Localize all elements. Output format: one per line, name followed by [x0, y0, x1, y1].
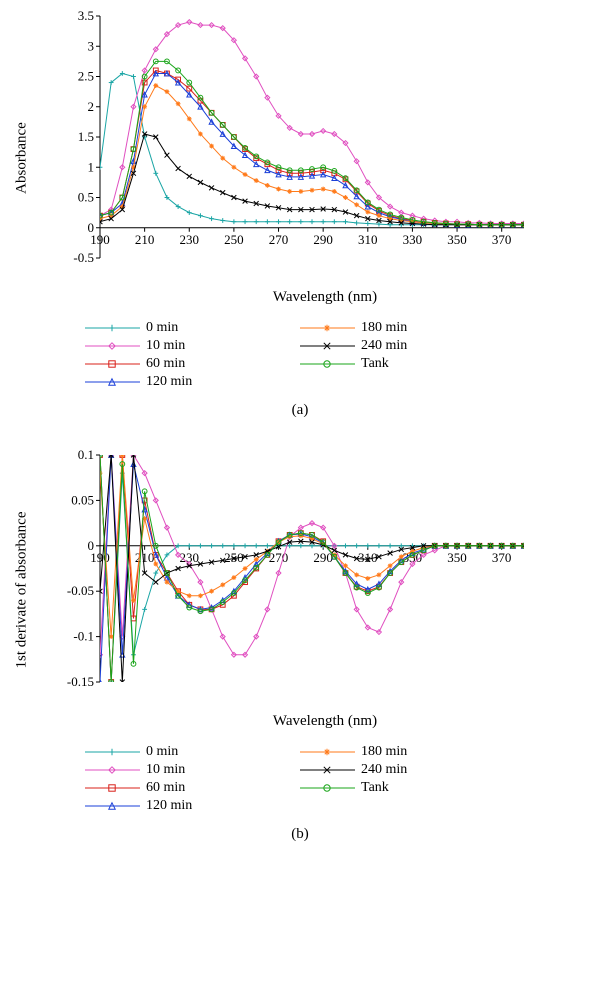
- svg-text:350: 350: [447, 550, 467, 565]
- chart-a-ylabel: Absorbance: [14, 122, 31, 194]
- chart-a-wrap: Absorbance 19021023025027029031033035037…: [60, 10, 590, 306]
- legend-item: 60 min: [85, 780, 300, 796]
- svg-text:290: 290: [313, 232, 333, 247]
- legend-item: 120 min: [85, 798, 300, 814]
- legend-label: 180 min: [361, 320, 407, 336]
- chart-a-canvas: 190210230250270290310330350370-0.500.511…: [60, 10, 590, 285]
- svg-text:-0.05: -0.05: [67, 583, 94, 598]
- legend-label: 60 min: [146, 356, 185, 372]
- svg-text:1: 1: [88, 159, 95, 174]
- chart-b-xlabel: Wavelength (nm): [60, 713, 590, 730]
- legend-item: 10 min: [85, 338, 300, 354]
- legend-item: 60 min: [85, 356, 300, 372]
- legend-item: 240 min: [300, 338, 515, 354]
- legend-item: 180 min: [300, 744, 515, 760]
- svg-text:1.5: 1.5: [78, 129, 94, 144]
- svg-text:3: 3: [88, 38, 95, 53]
- svg-text:0.1: 0.1: [78, 449, 94, 462]
- svg-text:330: 330: [403, 232, 423, 247]
- legend-item: 0 min: [85, 320, 300, 336]
- svg-text:2.5: 2.5: [78, 69, 94, 84]
- legend-item: 10 min: [85, 762, 300, 778]
- chart-b-canvas: 190210230250270290310330350370-0.15-0.1-…: [60, 449, 590, 709]
- svg-text:0.05: 0.05: [71, 492, 94, 507]
- legend-label: 120 min: [146, 798, 192, 814]
- svg-text:350: 350: [447, 232, 467, 247]
- legend-item: 120 min: [85, 374, 300, 390]
- legend-label: Tank: [361, 356, 389, 372]
- legend-item: 0 min: [85, 744, 300, 760]
- chart-b-caption: (b): [10, 826, 590, 843]
- legend-label: 10 min: [146, 762, 185, 778]
- chart-a-xlabel: Wavelength (nm): [60, 289, 590, 306]
- svg-text:-0.5: -0.5: [73, 250, 94, 265]
- legend-label: Tank: [361, 780, 389, 796]
- svg-text:0: 0: [88, 220, 95, 235]
- svg-text:370: 370: [492, 550, 512, 565]
- legend-label: 240 min: [361, 762, 407, 778]
- svg-text:3.5: 3.5: [78, 10, 94, 23]
- svg-text:310: 310: [358, 232, 378, 247]
- svg-text:230: 230: [180, 550, 200, 565]
- chart-a-legend: 0 min 10 min 60 min 120 min 180 min 240 min Ta…: [85, 318, 515, 392]
- legend-label: 0 min: [146, 320, 178, 336]
- legend-label: 180 min: [361, 744, 407, 760]
- svg-text:370: 370: [492, 232, 512, 247]
- chart-b-block: 1st derivate of absorbance 1902102302502…: [10, 449, 590, 843]
- chart-a-caption: (a): [10, 402, 590, 419]
- svg-text:-0.1: -0.1: [73, 629, 94, 644]
- chart-b-ylabel: 1st derivate of absorbance: [14, 511, 31, 668]
- svg-text:-0.15: -0.15: [67, 674, 94, 689]
- svg-text:210: 210: [135, 232, 155, 247]
- chart-b-wrap: 1st derivate of absorbance 1902102302502…: [60, 449, 590, 730]
- legend-item: 180 min: [300, 320, 515, 336]
- legend-label: 0 min: [146, 744, 178, 760]
- legend-label: 240 min: [361, 338, 407, 354]
- legend-item: Tank: [300, 780, 515, 796]
- svg-text:210: 210: [135, 550, 155, 565]
- legend-label: 60 min: [146, 780, 185, 796]
- chart-a-block: Absorbance 19021023025027029031033035037…: [10, 10, 590, 419]
- svg-text:0: 0: [88, 538, 95, 553]
- legend-item: Tank: [300, 356, 515, 372]
- svg-text:270: 270: [269, 232, 289, 247]
- svg-text:230: 230: [180, 232, 200, 247]
- legend-item: 240 min: [300, 762, 515, 778]
- chart-b-legend: 0 min 10 min 60 min 120 min 180 min 240 min Ta…: [85, 742, 515, 816]
- svg-text:250: 250: [224, 232, 244, 247]
- svg-text:0.5: 0.5: [78, 190, 94, 205]
- legend-label: 120 min: [146, 374, 192, 390]
- legend-label: 10 min: [146, 338, 185, 354]
- svg-text:2: 2: [88, 99, 95, 114]
